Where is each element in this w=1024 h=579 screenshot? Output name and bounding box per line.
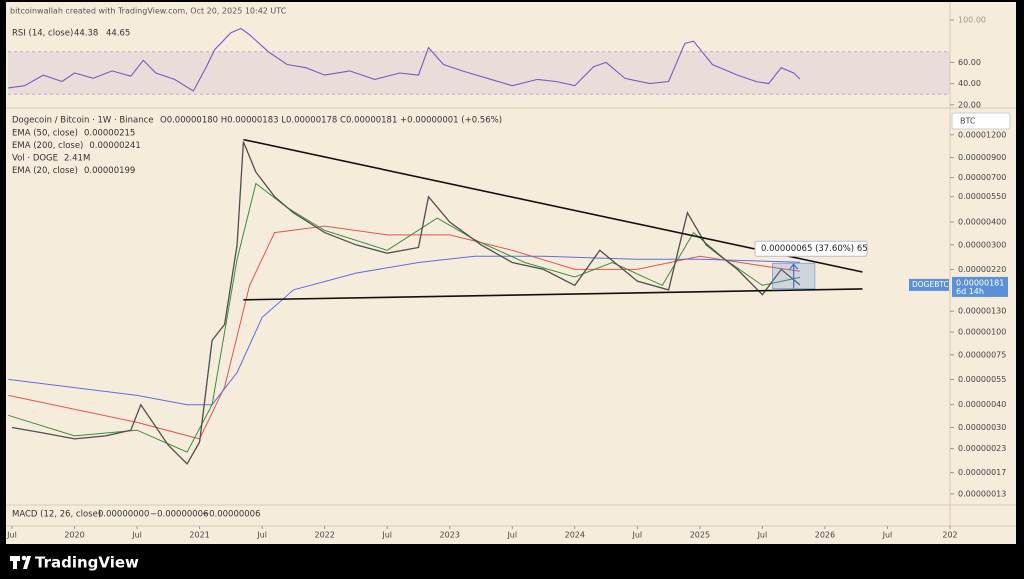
series-line	[8, 27, 801, 92]
macd-value: −0.00000006	[202, 510, 261, 520]
y-tick-label: 0.00000300	[958, 240, 1006, 249]
y-tick-label: 0.00000900	[958, 153, 1006, 162]
measure-label: 0.00000065 (37.60%) 65	[761, 244, 868, 254]
y-tick-label: 0.00000550	[958, 192, 1006, 201]
x-tick-label: 2026	[815, 531, 835, 540]
legend-name: EMA (200, close)	[12, 141, 83, 151]
credit: bitcoinwallah created with TradingView.c…	[10, 7, 287, 16]
y-tick-label: 0.00000130	[958, 307, 1006, 316]
price-title: Dogecoin / Bitcoin · 1W · Binance	[12, 116, 154, 126]
x-tick-label: 2023	[440, 531, 460, 540]
brand: TradingView	[35, 554, 139, 572]
y-tick-label: 0.00000030	[958, 423, 1006, 432]
y-tick-label: 0.00000700	[958, 173, 1006, 182]
series-line	[11, 141, 801, 465]
symbol-tag-text: DOGEBTC	[912, 280, 949, 289]
unit-box	[951, 112, 1011, 130]
price-tag-value: 0.00000181	[956, 278, 1004, 287]
y-tick-label: 20.00	[958, 100, 981, 109]
symbol-tag	[909, 278, 949, 291]
price-tag	[952, 276, 1008, 297]
x-tick-label: 2025	[690, 531, 710, 540]
legend-value: 2.41M	[64, 154, 90, 164]
y-tick-label: 60.00	[958, 58, 981, 67]
y-tick-label: 0.00000075	[958, 350, 1006, 359]
rsi-band	[8, 51, 950, 95]
x-tick-label: Jul	[256, 531, 267, 540]
macd-title: MACD (12, 26, close)	[12, 510, 101, 520]
y-tick-label: 40.00	[958, 79, 981, 88]
y-tick-label: 0.00001200	[958, 130, 1006, 139]
x-tick-label: Jul	[632, 531, 643, 540]
axis-unit: BTC	[960, 117, 976, 126]
y-tick-label: 0.00000040	[958, 400, 1006, 409]
legend-value: 0.00000199	[84, 166, 135, 176]
y-tick-label: 0.00000400	[958, 217, 1006, 226]
legend-name: EMA (20, close)	[12, 166, 78, 176]
y-tick-label: 0.00000220	[958, 265, 1006, 274]
x-tick-label: 202	[942, 531, 957, 540]
macd-value: 0.00000000	[98, 510, 149, 520]
price-tag-countdown: 6d 14h	[956, 287, 984, 296]
legend-name: Vol · DOGE	[12, 154, 58, 164]
chart-bg	[6, 2, 1016, 544]
x-tick-label: 2021	[189, 531, 209, 540]
logo	[10, 555, 31, 569]
y-tick-label: 100.00	[958, 16, 986, 25]
rsi-title: RSI (14, close)	[12, 29, 73, 39]
x-tick-label: Jul	[6, 531, 17, 540]
rsi-value: 44.38	[74, 29, 98, 39]
measure-arrow	[789, 263, 799, 289]
x-tick-label: 2024	[565, 531, 585, 540]
legend-value: 0.00000241	[89, 141, 140, 151]
x-tick-label: Jul	[757, 531, 768, 540]
x-tick-label: Jul	[506, 531, 517, 540]
trendline	[243, 288, 863, 301]
series-line	[8, 255, 800, 406]
x-tick-label: 2020	[64, 531, 84, 540]
measure-label-bg	[754, 240, 868, 257]
y-tick-label: 0.00000017	[958, 468, 1006, 477]
rsi-value: 44.65	[106, 29, 130, 39]
y-tick-label: 0.00000100	[958, 327, 1006, 336]
x-tick-label: Jul	[381, 531, 392, 540]
x-tick-label: Jul	[131, 531, 142, 540]
y-tick-label: 0.00000055	[958, 375, 1006, 384]
series-line	[8, 225, 800, 440]
x-tick-label: Jul	[882, 531, 893, 540]
legend-value: 0.00000215	[84, 129, 135, 139]
series-line	[8, 182, 801, 453]
ohlc: O0.00000180 H0.00000183 L0.00000178 C0.0…	[160, 116, 502, 126]
x-tick-label: 2022	[314, 531, 334, 540]
macd-value: −0.00000006	[150, 510, 209, 520]
y-tick-label: 0.00000013	[958, 489, 1006, 498]
legend-name: EMA (50, close)	[12, 129, 78, 139]
y-tick-label: 0.00000023	[958, 444, 1006, 453]
